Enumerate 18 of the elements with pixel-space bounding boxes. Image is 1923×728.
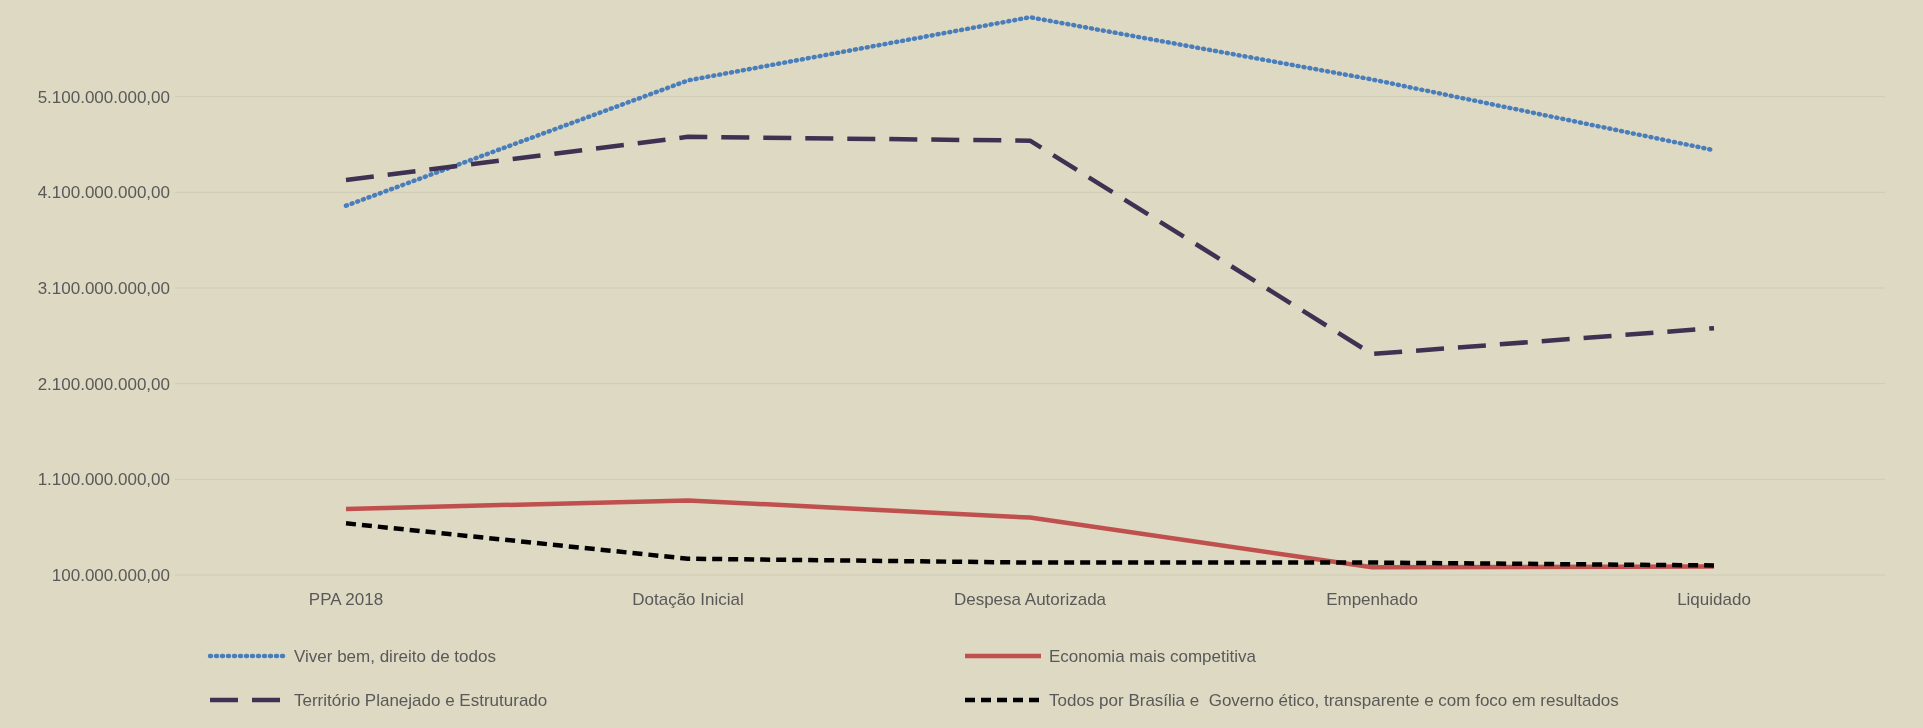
- x-tick-label: PPA 2018: [308, 590, 384, 609]
- x-tick-label: Liquidado: [1677, 590, 1751, 609]
- legend-label: Viver bem, direito de todos: [294, 646, 496, 666]
- y-tick-label: 100.000.000,00: [51, 565, 170, 585]
- y-tick-label: 2.100.000.000,00: [37, 374, 170, 394]
- y-tick-label: 5.100.000.000,00: [37, 87, 170, 107]
- x-tick-label: Empenhado: [1326, 590, 1418, 609]
- line-series: [343, 521, 1717, 568]
- line-series: [343, 498, 1717, 570]
- legend-label: Todos por Brasília e Governo ético, transparente e com foco em resultados: [1049, 690, 1619, 710]
- legend-label: Economia mais competitiva: [1049, 646, 1257, 666]
- x-tick-label: Dotação Inicial: [632, 590, 744, 609]
- legend-label: Território Planejado e Estruturado: [294, 690, 548, 710]
- y-tick-label: 3.100.000.000,00: [37, 278, 170, 298]
- x-tick-label: Despesa Autorizada: [953, 590, 1107, 609]
- y-tick-label: 4.100.000.000,00: [37, 183, 170, 203]
- y-tick-label: 1.100.000.000,00: [37, 470, 170, 490]
- line-series: [343, 134, 1717, 357]
